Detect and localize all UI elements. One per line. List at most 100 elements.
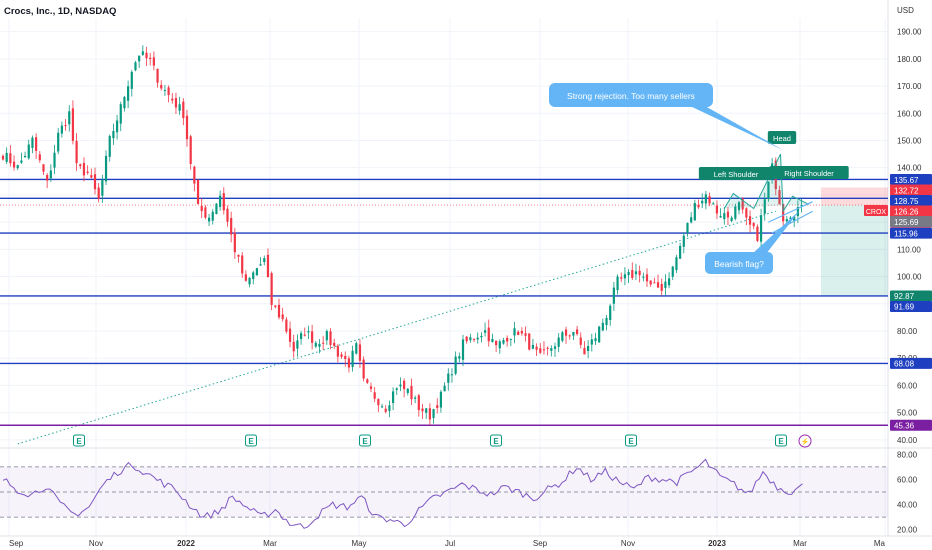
candle-body — [447, 373, 450, 383]
candle-body — [421, 408, 424, 412]
candle-body — [233, 232, 236, 253]
price-tick-label: 50.00 — [897, 409, 918, 418]
candle-body — [719, 215, 722, 218]
price-tick-label: 150.00 — [897, 136, 922, 145]
price-tick-label: 110.00 — [897, 245, 921, 254]
flag-box[interactable] — [705, 252, 773, 274]
candle-body — [796, 207, 799, 217]
candle-body — [53, 152, 56, 168]
candle-body — [38, 154, 41, 161]
pattern-outline[interactable] — [723, 153, 810, 213]
axis-price-value: 128.75 — [894, 197, 919, 206]
right-shoulder-label: Right Shoulder — [784, 169, 834, 178]
candle-body — [204, 207, 207, 218]
candle-body — [285, 319, 288, 332]
candle-body — [325, 331, 328, 341]
candle-body — [64, 125, 67, 127]
dividend-marker — [798, 434, 812, 448]
candle-body — [130, 71, 133, 89]
candle-body — [439, 391, 443, 408]
pane-separator — [0, 0, 932, 537]
candle-body — [568, 335, 571, 337]
time-axis[interactable]: Sep Nov 2022 Mar May Jul Sep Nov 2023 Mar Ma — [9, 539, 886, 548]
candle-body — [631, 270, 634, 279]
candle-body — [174, 98, 178, 108]
candle-body — [535, 346, 538, 350]
candle-body — [513, 328, 516, 336]
axis-price-badge[interactable] — [890, 419, 932, 431]
candle-body — [60, 125, 63, 134]
candle-body — [458, 356, 461, 359]
candle-body — [759, 215, 763, 242]
currency-label: USD — [897, 6, 914, 15]
time-tick-label: Sep — [533, 539, 548, 548]
candle-body — [163, 89, 167, 91]
candle-body — [623, 274, 627, 279]
candle-body — [410, 385, 413, 400]
candle-body — [318, 343, 321, 347]
candle-body — [241, 255, 244, 274]
candle-body — [97, 187, 100, 199]
candle-body — [296, 340, 299, 349]
rsi-line — [2, 458, 803, 529]
candle-body — [123, 96, 126, 109]
candle-body — [414, 397, 417, 399]
candle-body — [609, 305, 612, 321]
axis-price-badge[interactable] — [890, 300, 932, 312]
axis-price-value: 68.08 — [894, 360, 915, 369]
candle-body — [49, 170, 52, 179]
axis-price-badge[interactable] — [890, 184, 932, 196]
axis-price-badge[interactable] — [890, 194, 932, 206]
candle-body — [145, 52, 148, 59]
earnings-label: E — [76, 437, 82, 446]
candle-body — [68, 111, 71, 125]
head-and-shoulders-drawing[interactable]: Left Shoulder Head Right Shoulder Strong re… — [549, 83, 849, 274]
candle-body — [369, 386, 373, 389]
candle-body — [104, 155, 108, 182]
axis-price-badge[interactable] — [890, 357, 932, 369]
candle-body — [495, 340, 498, 346]
candle-body — [299, 333, 303, 339]
candle-body — [185, 115, 189, 140]
flag-lower[interactable] — [771, 210, 813, 234]
time-tick-label: May — [351, 539, 366, 548]
stop-zone[interactable] — [821, 187, 888, 206]
candle-body — [701, 200, 704, 204]
target-zone[interactable] — [821, 205, 888, 296]
axis-price-badge[interactable] — [890, 173, 932, 185]
candle-body — [230, 217, 233, 235]
candle-body — [656, 282, 660, 288]
candle-body — [667, 278, 671, 286]
earnings-label: E — [248, 437, 254, 446]
candle-body — [333, 342, 336, 346]
symbol-tag-label: CROX — [866, 209, 887, 216]
price-tick-label: 190.00 — [897, 28, 922, 37]
candle-body — [723, 213, 726, 220]
chart-title: Crocs, Inc., 1D, NASDAQ — [4, 6, 116, 17]
candle-body — [12, 161, 16, 168]
time-tick-label: Sep — [9, 539, 24, 548]
price-tick-label: 100.00 — [897, 273, 922, 282]
candle-body — [502, 340, 505, 344]
head-label-box — [767, 131, 797, 144]
candle-body — [237, 254, 240, 257]
candle-body — [491, 338, 494, 343]
axis-price-badge[interactable] — [890, 215, 932, 227]
axis-price-badge[interactable] — [890, 227, 932, 239]
candle-body — [75, 140, 78, 164]
candle-body — [756, 226, 759, 241]
candle-body — [483, 330, 487, 333]
flag-upper[interactable] — [768, 201, 813, 223]
candle-body — [263, 258, 266, 263]
short-position-tool[interactable] — [0, 187, 888, 296]
candle-body — [399, 384, 402, 387]
price-axis[interactable]: 40.0050.0060.0070.0080.0090.00100.00110.… — [864, 28, 932, 535]
candle-body — [469, 337, 472, 341]
axis-price-badge[interactable] — [890, 290, 932, 302]
callout-box[interactable] — [549, 83, 713, 107]
candle-body — [748, 216, 752, 225]
candle-body — [127, 86, 130, 101]
candle-body — [193, 166, 196, 184]
candle-body — [704, 194, 707, 204]
